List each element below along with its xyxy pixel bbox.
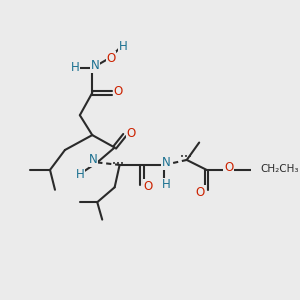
Text: •••: ••• xyxy=(112,161,124,167)
Text: N: N xyxy=(90,59,99,73)
Text: O: O xyxy=(106,52,116,64)
Text: •••: ••• xyxy=(179,154,191,160)
Text: N: N xyxy=(89,153,98,167)
Text: CH₂CH₃: CH₂CH₃ xyxy=(260,164,298,174)
Text: H: H xyxy=(70,61,79,74)
Text: O: O xyxy=(144,179,153,193)
Text: H: H xyxy=(162,178,171,191)
Text: H: H xyxy=(119,40,128,53)
Text: O: O xyxy=(126,127,135,140)
Text: O: O xyxy=(114,85,123,98)
Text: H: H xyxy=(76,168,84,182)
Text: O: O xyxy=(196,186,205,199)
Text: N: N xyxy=(162,156,171,169)
Text: O: O xyxy=(224,161,233,174)
